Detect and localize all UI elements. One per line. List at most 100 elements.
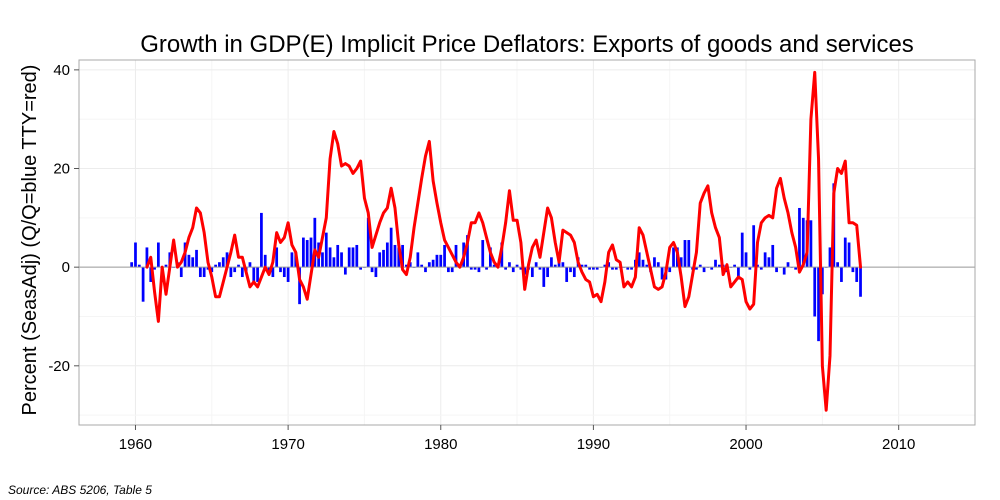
qq-bar <box>511 267 515 273</box>
qq-bar <box>504 267 508 270</box>
qq-bar <box>801 217 805 268</box>
qq-bar <box>607 262 611 268</box>
chart-title: Growth in GDP(E) Implicit Price Deflator… <box>140 31 914 58</box>
qq-bar <box>130 262 134 268</box>
qq-bar <box>328 247 332 268</box>
qq-bar <box>626 267 630 270</box>
qq-bar <box>553 264 557 268</box>
qq-bar <box>851 267 855 273</box>
qq-bar <box>389 227 393 268</box>
qq-bar <box>218 262 221 268</box>
qq-bar <box>450 267 454 273</box>
qq-bar <box>695 267 698 270</box>
qq-bar <box>481 240 485 268</box>
qq-bar <box>798 207 801 268</box>
qq-bar <box>687 240 691 268</box>
qq-bar <box>210 267 214 273</box>
qq-bar <box>534 262 538 268</box>
qq-bar <box>427 262 431 268</box>
qq-bar <box>656 262 660 268</box>
qq-bar <box>279 267 282 273</box>
qq-bar <box>477 267 481 273</box>
qq-bar <box>679 257 683 268</box>
qq-bar <box>660 267 664 280</box>
x-tick-label: 2000 <box>729 436 762 453</box>
qq-bar <box>405 264 408 268</box>
qq-bar <box>229 267 233 278</box>
qq-bar <box>290 252 294 268</box>
qq-bar <box>847 242 851 268</box>
qq-bar <box>523 267 527 275</box>
x-tick-label: 1990 <box>577 436 610 453</box>
qq-bar <box>717 264 721 268</box>
qq-bar <box>336 244 340 268</box>
qq-bar <box>637 252 641 268</box>
qq-bar <box>595 267 599 270</box>
qq-bar <box>767 257 771 268</box>
qq-bar <box>588 267 591 270</box>
qq-bar <box>683 240 687 268</box>
qq-bar <box>263 254 267 268</box>
qq-bar <box>397 247 401 268</box>
qq-bar <box>343 267 347 275</box>
qq-bar <box>485 267 488 270</box>
qq-bar <box>313 217 317 268</box>
qq-bar <box>840 267 843 282</box>
qq-bar <box>240 267 244 278</box>
qq-bar <box>630 267 633 270</box>
qq-bar <box>248 262 252 268</box>
qq-bar <box>260 212 263 268</box>
qq-bar <box>614 267 618 270</box>
tty-line-series <box>145 70 863 412</box>
qq-bar <box>401 244 404 268</box>
qq-bar <box>366 217 370 268</box>
qq-bar <box>385 242 389 268</box>
qq-bar <box>443 244 446 268</box>
qq-bar <box>221 257 225 268</box>
qq-bar <box>420 264 424 268</box>
qq-bar <box>393 244 397 268</box>
qq-bar <box>195 249 198 268</box>
qq-bar <box>603 264 607 268</box>
qq-bar <box>305 240 309 268</box>
qq-bar <box>843 237 847 268</box>
qq-bar <box>668 267 672 273</box>
qq-bar <box>351 247 355 268</box>
qq-bar <box>252 267 256 282</box>
qq-bar <box>820 267 824 295</box>
qq-bar <box>592 267 595 270</box>
qq-bar <box>817 267 820 342</box>
qq-bar <box>775 267 778 273</box>
qq-bar <box>309 237 313 268</box>
qq-bar <box>836 262 839 268</box>
qq-bar <box>538 267 542 270</box>
qq-bar <box>137 264 141 268</box>
qq-bar <box>859 267 862 297</box>
qq-bar <box>492 264 496 268</box>
qq-bar <box>698 264 702 268</box>
qq-bar <box>759 267 763 270</box>
qq-bar <box>572 267 576 278</box>
qq-bar <box>641 259 645 268</box>
qq-bar <box>473 267 477 270</box>
y-tick-label: 40 <box>53 62 70 79</box>
qq-bar <box>488 247 492 268</box>
qq-bar <box>809 220 813 268</box>
qq-bar <box>298 267 301 305</box>
qq-bar <box>771 244 775 268</box>
qq-bar <box>382 249 385 268</box>
qq-bar <box>530 267 534 278</box>
qq-bar <box>225 252 229 268</box>
x-tick-label: 1980 <box>424 436 457 453</box>
qq-bar <box>202 267 206 278</box>
qq-bar <box>744 252 748 268</box>
qq-bar <box>714 259 717 268</box>
qq-bar <box>153 267 156 270</box>
qq-bar <box>187 254 191 268</box>
qq-bar <box>424 267 427 273</box>
qq-bar <box>408 262 412 268</box>
qq-bar <box>370 267 374 273</box>
qq-bar <box>508 262 511 268</box>
qq-bar <box>763 252 767 268</box>
